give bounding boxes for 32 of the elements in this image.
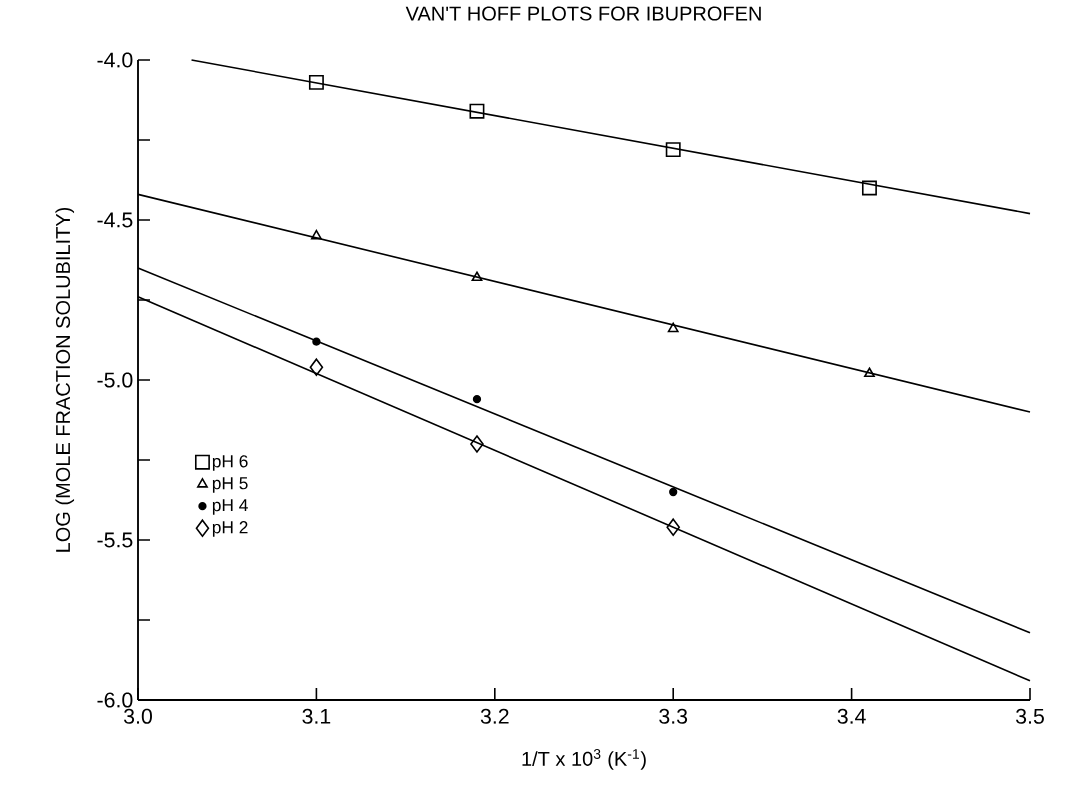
chart-title: VAN'T HOFF PLOTS FOR IBUPROFEN	[405, 6, 761, 21]
legend-label: pH 2	[212, 521, 248, 537]
point	[469, 103, 485, 119]
legend-label: pH 4	[212, 499, 248, 515]
point	[470, 435, 484, 453]
y-tick-label: -5.0	[97, 372, 133, 388]
point	[666, 518, 681, 536]
x-axis-title: 1/T x 10$^{3}$ (K$^{-1}$)	[522, 748, 646, 770]
point	[669, 487, 678, 497]
point	[667, 322, 679, 333]
y-tick-label: -4.5	[97, 212, 133, 228]
y-axis-title: LOG (MOLE FRACTION SOLUBILITY)	[55, 207, 75, 552]
x-tick-label: 3.4	[837, 708, 866, 724]
point	[308, 74, 324, 90]
y-tick-label: -4.0	[97, 52, 133, 68]
point	[472, 395, 482, 404]
point	[864, 367, 875, 378]
x-tick-label: 3.3	[659, 708, 688, 724]
x-tick-label: 3.2	[480, 708, 509, 724]
point	[861, 180, 877, 196]
y-tick-label: -6.0	[97, 692, 133, 708]
x-tick-label: 3.5	[1016, 708, 1044, 724]
y-tick-label: -5.5	[97, 532, 133, 548]
legend-label: pH 5	[212, 477, 248, 493]
point	[309, 358, 324, 376]
legend-label: pH 6	[212, 455, 248, 471]
point	[312, 337, 321, 346]
point	[665, 142, 681, 158]
point	[310, 229, 322, 240]
x-tick-label: 3.1	[302, 708, 331, 724]
point	[471, 271, 483, 282]
x-tick-label: 3.0	[123, 708, 152, 724]
